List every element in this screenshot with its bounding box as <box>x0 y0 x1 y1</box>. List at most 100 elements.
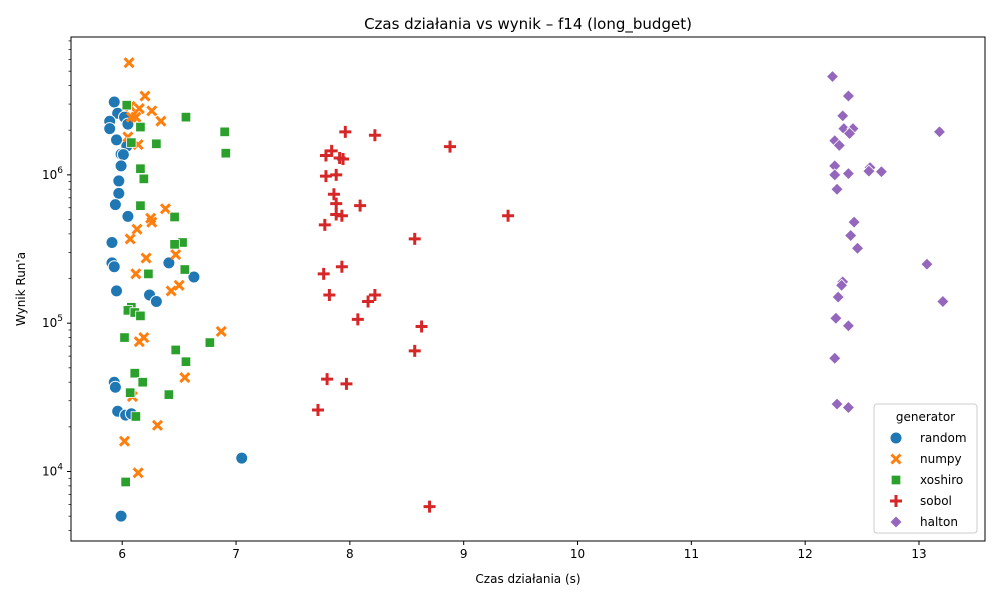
data-point-xoshiro <box>137 377 148 388</box>
data-point-sobol <box>337 152 350 165</box>
data-point-sobol <box>340 377 353 390</box>
data-point-halton <box>830 182 844 196</box>
data-point-sobol <box>335 260 348 273</box>
series-sobol <box>311 125 515 513</box>
data-point-numpy <box>139 90 151 102</box>
data-point-halton <box>936 294 950 309</box>
data-point-halton <box>920 257 934 271</box>
data-point-sobol <box>311 403 324 416</box>
data-point-numpy <box>179 371 191 384</box>
data-point-random <box>114 509 128 523</box>
data-point-sobol <box>317 267 330 280</box>
data-point-xoshiro <box>180 356 192 367</box>
data-point-numpy <box>132 467 144 479</box>
data-point-halton <box>874 165 888 179</box>
plot-frame <box>70 36 986 542</box>
data-point-xoshiro <box>151 138 162 149</box>
legend-item-random: random <box>889 431 967 445</box>
data-point-sobol <box>330 168 343 181</box>
x-tick-label: 12 <box>798 547 813 561</box>
data-point-numpy <box>165 285 177 297</box>
data-point-xoshiro <box>179 264 190 275</box>
data-point-sobol <box>351 313 364 326</box>
legend-label-random: random <box>920 431 967 445</box>
data-point-halton <box>842 126 857 141</box>
data-point-xoshiro <box>170 344 181 356</box>
data-point-xoshiro <box>180 111 192 123</box>
data-point-random <box>107 260 121 274</box>
data-point-xoshiro <box>169 239 180 250</box>
data-point-random <box>108 380 122 394</box>
data-point-xoshiro <box>126 137 137 148</box>
legend-label-sobol: sobol <box>920 494 952 508</box>
data-point-sobol <box>368 129 381 142</box>
data-point-random <box>162 256 176 270</box>
data-point-numpy <box>124 233 136 245</box>
data-point-sobol <box>423 500 436 513</box>
legend: generator random numpy xoshiro sobol halton <box>873 403 978 534</box>
y-axis: 104 105 106 <box>42 40 71 531</box>
data-point-numpy <box>131 223 143 235</box>
data-point-sobol <box>354 199 367 212</box>
data-point-random <box>235 451 249 465</box>
legend-title: generator <box>896 410 955 424</box>
data-point-sobol <box>362 295 375 308</box>
legend-item-xoshiro: xoshiro <box>890 473 963 487</box>
legend-marker-sobol <box>890 495 902 507</box>
data-point-sobol <box>319 149 332 162</box>
data-point-numpy <box>159 203 172 215</box>
data-point-numpy <box>151 419 164 431</box>
x-axis: 6 7 8 9 10 11 12 13 <box>118 541 927 561</box>
data-point-random <box>114 159 128 173</box>
data-point-numpy <box>173 279 185 291</box>
data-point-halton <box>841 319 855 333</box>
data-point-numpy <box>118 435 131 447</box>
data-point-random <box>105 235 119 249</box>
data-point-halton <box>832 138 846 152</box>
x-tick-label: 6 <box>118 547 126 561</box>
data-point-xoshiro <box>135 200 146 211</box>
data-point-halton <box>841 89 855 103</box>
x-tick-label: 10 <box>570 547 585 561</box>
legend-marker-xoshiro <box>890 474 902 486</box>
data-point-xoshiro <box>119 332 130 343</box>
data-point-xoshiro <box>135 163 146 174</box>
data-point-random <box>110 284 124 298</box>
data-point-random <box>110 133 124 147</box>
x-tick-label: 9 <box>460 547 468 561</box>
data-point-halton <box>932 125 947 139</box>
data-point-random <box>187 270 201 284</box>
x-tick-label: 7 <box>232 547 240 561</box>
data-point-random <box>112 186 126 200</box>
data-point-halton <box>825 69 840 84</box>
data-point-halton <box>828 168 842 182</box>
data-point-random <box>112 174 126 188</box>
data-point-xoshiro <box>120 476 131 488</box>
series-numpy <box>118 57 227 479</box>
x-tick-label: 8 <box>346 547 354 561</box>
data-point-numpy <box>123 57 135 69</box>
data-point-xoshiro <box>169 211 180 223</box>
legend-marker-numpy <box>890 453 902 465</box>
data-point-halton <box>850 241 865 255</box>
data-point-numpy <box>170 249 182 261</box>
data-point-xoshiro <box>125 387 136 398</box>
data-point-random <box>107 95 121 109</box>
data-point-xoshiro <box>135 121 146 133</box>
plot-marks <box>103 57 950 523</box>
y-tick-label: 104 <box>42 463 63 479</box>
y-tick-label: 106 <box>42 166 63 182</box>
data-point-halton <box>835 278 849 292</box>
data-point-xoshiro <box>121 100 132 111</box>
data-point-numpy <box>146 216 158 228</box>
data-point-sobol <box>318 218 331 231</box>
data-point-sobol <box>502 209 515 222</box>
data-point-xoshiro <box>220 148 231 159</box>
data-point-random <box>103 122 117 136</box>
legend-label-numpy: numpy <box>920 452 962 466</box>
data-point-random <box>149 295 163 309</box>
x-tick-label: 13 <box>911 547 926 561</box>
data-point-xoshiro <box>204 337 216 348</box>
